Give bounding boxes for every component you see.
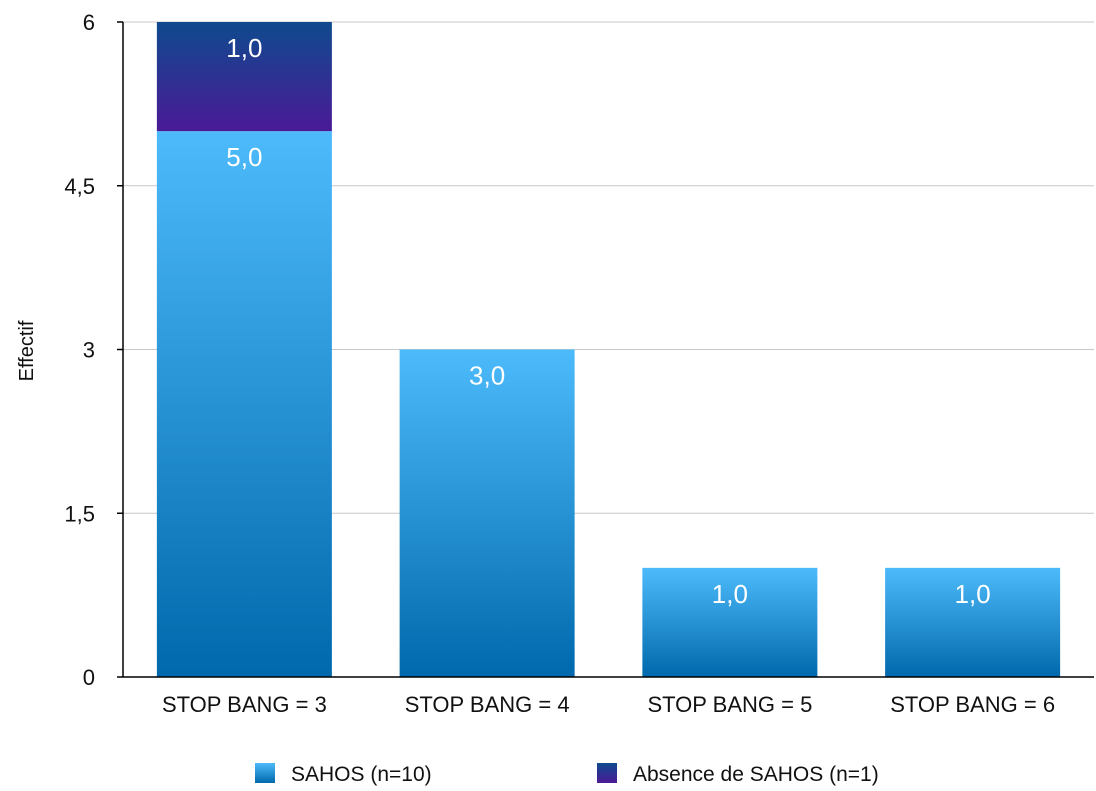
- y-tick-labels: 0 1,5 3 4,5 6: [64, 10, 123, 690]
- bar-sahos-n-10-stop-bang-6: [885, 567, 1061, 677]
- bar-absence-de-sahos-n-1-stop-bang-3: [156, 22, 332, 132]
- y-tick-label: 1,5: [64, 501, 95, 526]
- data-label-sahos-n-10-stop-bang-5: 1,0: [712, 579, 748, 609]
- legend-swatch-absence-sahos: [597, 763, 617, 783]
- data-labels: 5,0 1,0 3,0 1,0 1,0: [226, 33, 990, 609]
- bar-sahos-n-10-stop-bang-4: [399, 349, 575, 677]
- y-tick-label: 0: [83, 665, 95, 690]
- data-label-absence-de-sahos-n-1-stop-bang-3: 1,0: [226, 33, 262, 63]
- x-tick-label-stop-bang-3: STOP BANG = 3: [162, 692, 327, 717]
- y-tick-label: 6: [83, 10, 95, 35]
- data-label-sahos-n-10-stop-bang-6: 1,0: [955, 579, 991, 609]
- x-tick-label-stop-bang-5: STOP BANG = 5: [647, 692, 812, 717]
- legend: SAHOS (n=10) Absence de SAHOS (n=1): [255, 763, 879, 786]
- bars: [156, 22, 1061, 677]
- bar-sahos-n-10-stop-bang-5: [642, 567, 818, 677]
- x-tick-label-stop-bang-6: STOP BANG = 6: [890, 692, 1055, 717]
- x-tick-label-stop-bang-4: STOP BANG = 4: [405, 692, 570, 717]
- legend-label-absence-sahos: Absence de SAHOS (n=1): [633, 763, 879, 786]
- y-axis-title: Effectif: [16, 320, 38, 381]
- data-label-sahos-n-10-stop-bang-4: 3,0: [469, 361, 505, 391]
- y-tick-label: 4,5: [64, 174, 95, 199]
- legend-label-sahos: SAHOS (n=10): [291, 763, 432, 786]
- bar-sahos-n-10-stop-bang-3: [156, 131, 332, 677]
- x-tick-labels: STOP BANG = 3 STOP BANG = 4 STOP BANG = 5 S…: [162, 692, 1055, 717]
- y-tick-label: 3: [83, 338, 95, 363]
- data-label-sahos-n-10-stop-bang-3: 5,0: [226, 142, 262, 172]
- legend-swatch-sahos: [255, 763, 275, 783]
